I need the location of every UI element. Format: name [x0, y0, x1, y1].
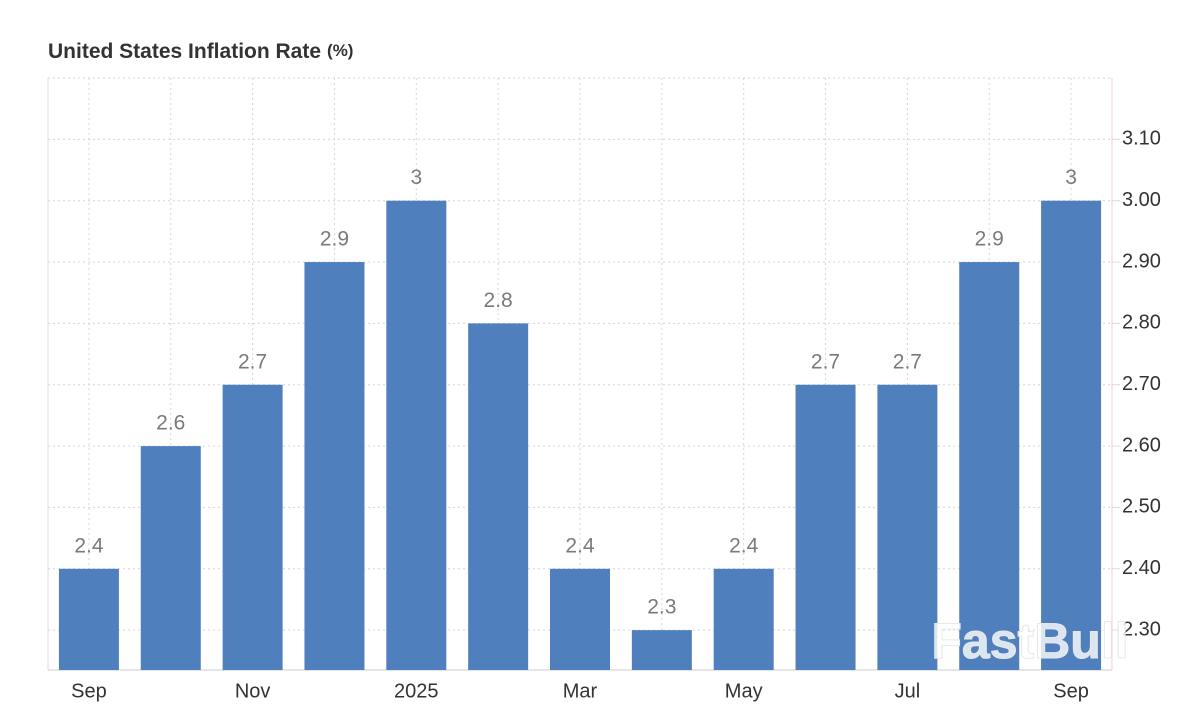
value-label: 3 [410, 166, 422, 189]
value-label: 2.9 [320, 228, 349, 251]
value-label: 2.7 [238, 350, 267, 373]
value-label: 2.6 [156, 412, 185, 435]
x-tick-label: Mar [563, 680, 598, 702]
y-tick-label: 2.40 [1122, 557, 1161, 579]
x-tick-label: Sep [1053, 680, 1089, 702]
value-label: 2.3 [647, 596, 676, 619]
value-label: 2.8 [484, 289, 513, 312]
bar [222, 384, 283, 670]
x-tick-label: Sep [71, 680, 107, 702]
y-tick-label: 2.80 [1122, 312, 1161, 334]
value-label: 2.4 [565, 534, 595, 557]
value-label: 3 [1065, 166, 1077, 189]
y-tick-label: 3.10 [1122, 128, 1161, 150]
value-label: 2.7 [893, 350, 922, 373]
title-text: United States Inflation Rate [48, 40, 321, 63]
chart-title: United States Inflation Rate (%) [48, 40, 353, 63]
bar [58, 568, 119, 670]
title-unit: (%) [327, 41, 353, 60]
x-tick-label: Nov [235, 680, 271, 702]
y-tick-label: 3.00 [1122, 189, 1161, 211]
bar [140, 446, 201, 670]
x-tick-label: 2025 [394, 680, 439, 702]
y-tick-label: 2.70 [1122, 373, 1161, 395]
y-tick-label: 2.30 [1122, 618, 1161, 640]
value-label: 2.7 [811, 350, 840, 373]
bar [304, 262, 365, 670]
x-tick-label: May [725, 680, 763, 702]
bar [550, 568, 610, 670]
y-tick-label: 2.60 [1122, 434, 1161, 456]
y-tick-label: 2.50 [1122, 496, 1161, 518]
bar [795, 384, 856, 670]
bar [631, 630, 692, 670]
bar [877, 384, 938, 670]
value-label: 2.9 [975, 228, 1004, 251]
bar [468, 323, 529, 670]
value-label: 2.4 [729, 534, 759, 557]
bar [959, 262, 1020, 670]
y-tick-label: 2.90 [1122, 250, 1161, 272]
bar [386, 200, 447, 670]
bar [713, 568, 774, 670]
value-label: 2.4 [74, 534, 104, 557]
x-tick-label: Jul [895, 680, 921, 702]
bar [1041, 200, 1102, 670]
watermark: FastBull [931, 613, 1128, 669]
